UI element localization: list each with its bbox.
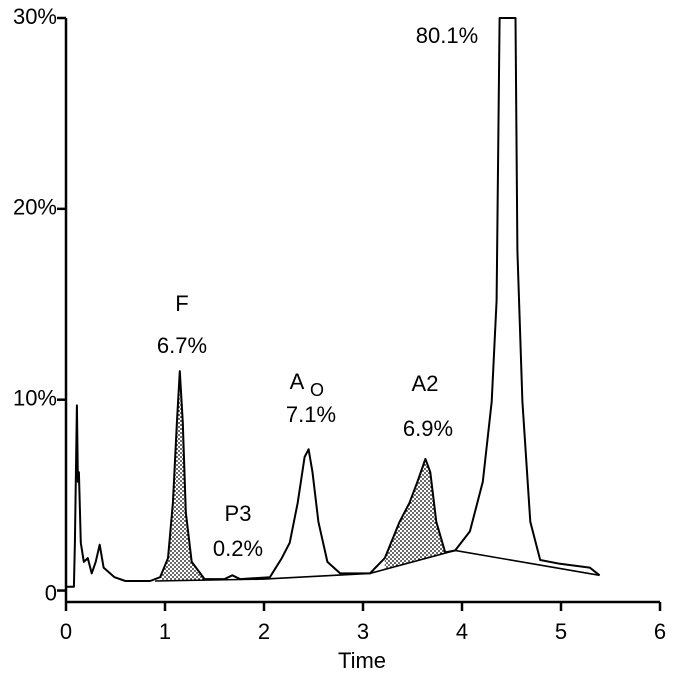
x-tick-label: 3: [357, 619, 369, 644]
peak-label: 7.1%: [286, 402, 336, 427]
peak-name: A: [290, 369, 305, 394]
shaded-peak: [384, 458, 456, 570]
peak-name: P3: [225, 501, 252, 526]
x-tick-label: 6: [654, 619, 666, 644]
x-axis-label: Time: [338, 648, 386, 673]
trace: [66, 17, 601, 588]
peak-subscript: O: [310, 380, 324, 400]
peak-name: F: [175, 291, 188, 316]
y-tick-label: 30%: [13, 4, 57, 29]
x-tick-label: 5: [555, 619, 567, 644]
line-layer: [66, 17, 601, 588]
x-tick-label: 2: [258, 619, 270, 644]
y-tick-label: 0: [45, 580, 57, 605]
peak-label: 0.2%: [213, 536, 263, 561]
y-tick-label: 20%: [13, 195, 57, 220]
peak-label: 80.1%: [416, 23, 478, 48]
peak-label: 6.9%: [403, 416, 453, 441]
peak-label: 6.7%: [157, 333, 207, 358]
x-tick-label: 0: [60, 619, 72, 644]
x-tick-label: 1: [159, 619, 171, 644]
y-tick-label: 10%: [13, 386, 57, 411]
peak-name: A2: [412, 371, 439, 396]
x-tick-label: 4: [456, 619, 468, 644]
